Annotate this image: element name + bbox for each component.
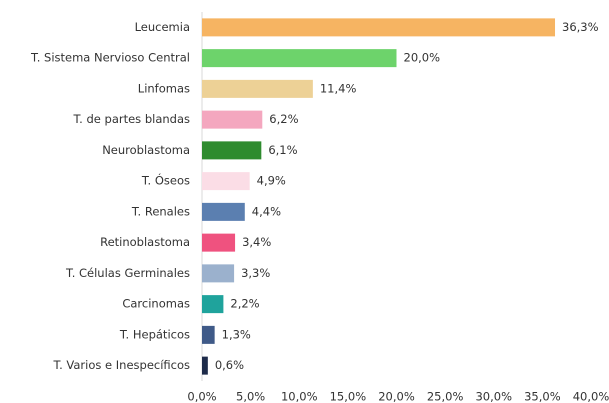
y-tick-label: Linfomas [138,81,190,95]
y-tick-label: Leucemia [135,20,190,34]
data-label: 2,2% [230,297,259,311]
y-tick-label: T. Sistema Nervioso Central [30,51,190,65]
data-label: 3,3% [241,266,270,280]
y-tick-label: Carcinomas [122,297,190,311]
y-tick-label: T. de partes blandas [73,112,190,126]
y-tick-label: T. Hepáticos [119,327,190,341]
bar [202,325,215,344]
y-tick-label: T. Renales [131,204,190,218]
bar [202,295,224,314]
y-tick-label: Retinoblastoma [100,235,190,249]
y-tick-label: Neuroblastoma [102,143,190,157]
y-tick-label: T. Células Germinales [65,266,190,280]
bar [202,141,262,160]
x-tick-label: 0,0% [187,390,216,403]
bar [202,202,245,221]
x-tick-label: 40,0% [573,390,609,403]
y-tick-label: T. Óseos [141,173,190,188]
bar [202,172,250,191]
data-label: 6,1% [268,143,297,157]
data-label: 4,9% [257,174,286,188]
x-tick-label: 10,0% [281,390,318,403]
data-label: 20,0% [404,51,441,65]
x-tick-label: 5,0% [236,390,265,403]
bar [202,18,556,37]
bar [202,233,236,252]
bar [202,264,235,283]
y-tick-label: T. Varios e Inespecíficos [52,358,190,372]
data-label: 0,6% [215,358,244,372]
data-label: 4,4% [252,204,281,218]
x-tick-label: 30,0% [475,390,512,403]
data-label: 36,3% [562,20,599,34]
x-tick-label: 25,0% [427,390,464,403]
bar [202,110,263,129]
data-label: 1,3% [222,327,251,341]
data-label: 6,2% [269,112,298,126]
bar [202,356,208,375]
bar [202,79,313,98]
bar [202,49,397,68]
x-tick-label: 20,0% [378,390,415,403]
x-tick-label: 15,0% [330,390,367,403]
x-tick-label: 35,0% [524,390,561,403]
data-label: 3,4% [242,235,271,249]
data-label: 11,4% [320,81,357,95]
